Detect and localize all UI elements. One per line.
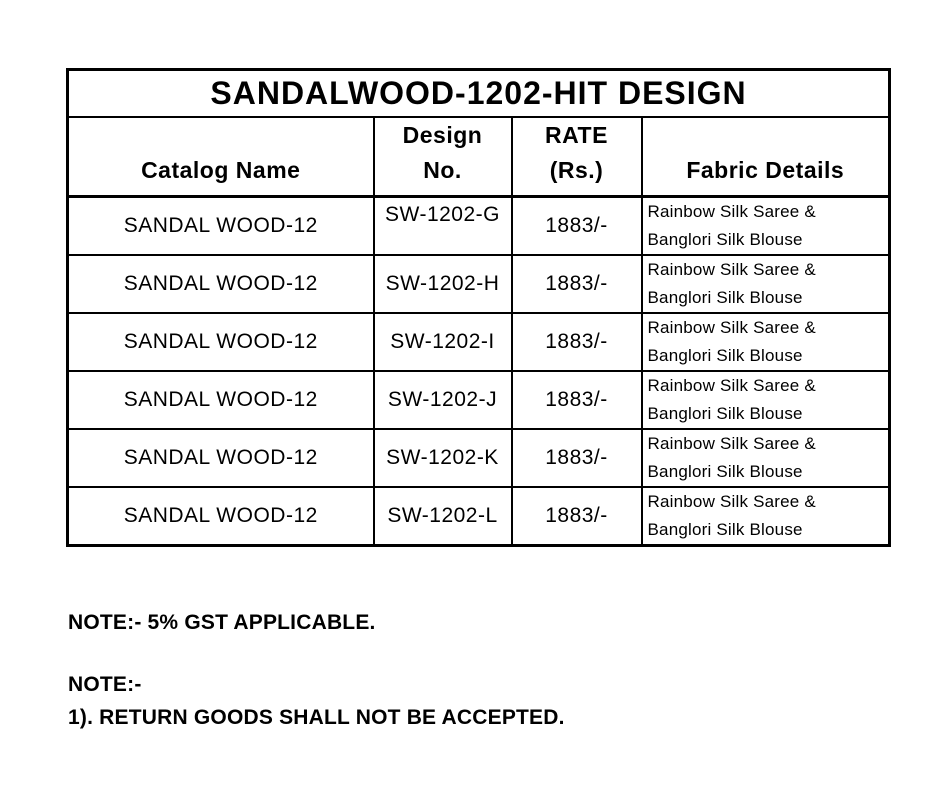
table-row: SANDAL WOOD-12 SW-1202-J 1883/- Rainbow … — [66, 370, 891, 430]
table-row: SANDAL WOOD-12 SW-1202-H 1883/- Rainbow … — [66, 254, 891, 314]
fabric-line: Banglori Silk Blouse — [647, 462, 803, 481]
fabric-line: Rainbow Silk Saree & — [647, 376, 816, 395]
fabric-line: Rainbow Silk Saree & — [647, 260, 816, 279]
fabric-details-cell: Rainbow Silk Saree & Banglori Silk Blous… — [640, 312, 891, 372]
rate-cell: 1883/- — [510, 254, 643, 314]
design-no-cell: SW-1202-J — [372, 370, 513, 430]
col-header-fabric-details: Fabric Details — [640, 116, 891, 198]
fabric-line: Rainbow Silk Saree & — [647, 202, 816, 221]
note-heading: NOTE:- — [68, 673, 142, 696]
header-line: Design — [402, 122, 483, 148]
table-row: SANDAL WOOD-12 SW-1202-I 1883/- Rainbow … — [66, 312, 891, 372]
fabric-line: Rainbow Silk Saree & — [647, 434, 816, 453]
rate-cell: 1883/- — [510, 428, 643, 488]
fabric-details-cell: Rainbow Silk Saree & Banglori Silk Blous… — [640, 195, 891, 256]
fabric-line: Banglori Silk Blouse — [647, 230, 803, 249]
header-line: (Rs.) — [549, 157, 604, 183]
catalog-name-cell: SANDAL WOOD-12 — [66, 312, 375, 372]
col-header-design-no: Design No. — [372, 116, 513, 198]
header-line: RATE — [545, 122, 608, 148]
rate-cell: 1883/- — [510, 312, 643, 372]
design-no-cell: SW-1202-K — [372, 428, 513, 488]
table-row: SANDAL WOOD-12 SW-1202-G 1883/- Rainbow … — [66, 195, 891, 256]
fabric-line: Banglori Silk Blouse — [647, 288, 803, 307]
col-header-rate: RATE (Rs.) — [510, 116, 643, 198]
col-header-catalog-name: Catalog Name — [66, 116, 375, 198]
fabric-line: Banglori Silk Blouse — [647, 346, 803, 365]
fabric-details-cell: Rainbow Silk Saree & Banglori Silk Blous… — [640, 486, 891, 547]
catalog-name-cell: SANDAL WOOD-12 — [66, 370, 375, 430]
catalog-name-cell: SANDAL WOOD-12 — [66, 486, 375, 547]
fabric-line: Rainbow Silk Saree & — [647, 492, 816, 511]
fabric-line: Banglori Silk Blouse — [647, 404, 803, 423]
table-row: SANDAL WOOD-12 SW-1202-L 1883/- Rainbow … — [66, 486, 891, 547]
catalog-name-cell: SANDAL WOOD-12 — [66, 428, 375, 488]
fabric-details-cell: Rainbow Silk Saree & Banglori Silk Blous… — [640, 428, 891, 488]
fabric-line: Banglori Silk Blouse — [647, 520, 803, 539]
fabric-line: Rainbow Silk Saree & — [647, 318, 816, 337]
rate-cell: 1883/- — [510, 486, 643, 547]
fabric-details-cell: Rainbow Silk Saree & Banglori Silk Blous… — [640, 254, 891, 314]
header-line: Fabric Details — [686, 157, 845, 183]
design-no-cell: SW-1202-L — [372, 486, 513, 547]
header-line: Catalog Name — [141, 157, 301, 183]
table-title: SANDALWOOD-1202-HIT DESIGN — [66, 68, 891, 118]
catalog-name-cell: SANDAL WOOD-12 — [66, 195, 375, 256]
catalog-table: SANDALWOOD-1202-HIT DESIGN Catalog Name … — [66, 68, 892, 547]
table-header-row: Catalog Name Design No. RATE (Rs.) Fabri… — [66, 116, 891, 198]
table-row: SANDAL WOOD-12 SW-1202-K 1883/- Rainbow … — [66, 428, 891, 488]
gst-note: NOTE:- 5% GST APPLICABLE. — [68, 611, 376, 634]
design-no-cell: SW-1202-I — [372, 312, 513, 372]
table-title-row: SANDALWOOD-1202-HIT DESIGN — [66, 68, 891, 118]
header-line: No. — [423, 157, 462, 183]
design-no-cell: SW-1202-H — [372, 254, 513, 314]
catalog-name-cell: SANDAL WOOD-12 — [66, 254, 375, 314]
fabric-details-cell: Rainbow Silk Saree & Banglori Silk Blous… — [640, 370, 891, 430]
note-item-1: 1). RETURN GOODS SHALL NOT BE ACCEPTED. — [68, 706, 565, 729]
rate-cell: 1883/- — [510, 195, 643, 256]
design-no-cell: SW-1202-G — [372, 195, 513, 256]
rate-cell: 1883/- — [510, 370, 643, 430]
